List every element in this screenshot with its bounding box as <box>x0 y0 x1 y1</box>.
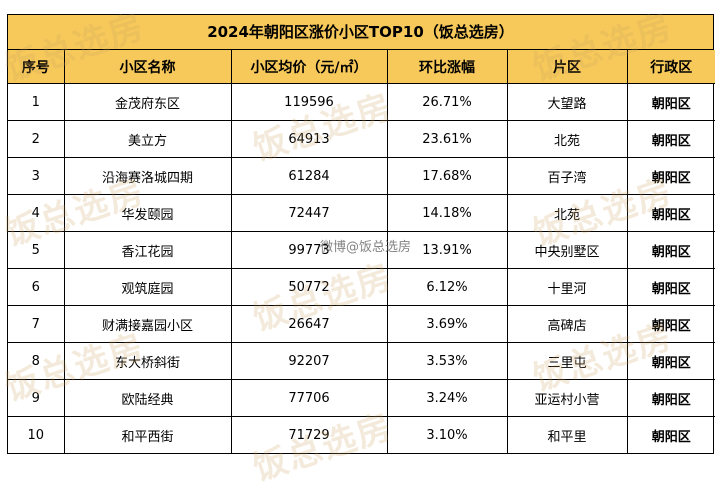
table-title: 2024年朝阳区涨价小区TOP10（饭总选房） <box>8 15 713 50</box>
cell-area: 百子湾 <box>506 157 628 195</box>
table-row: 7 财满接嘉园小区 26647 3.69% 高碑店 朝阳区 <box>8 305 715 343</box>
column-header-name: 小区名称 <box>63 50 232 84</box>
cell-district: 朝阳区 <box>626 342 715 380</box>
cell-name: 欧陆经典 <box>63 379 232 417</box>
cell-change: 23.61% <box>386 120 508 158</box>
table-row: 3 沿海赛洛城四期 61284 17.68% 百子湾 朝阳区 <box>8 157 715 195</box>
cell-area: 北苑 <box>506 120 628 158</box>
cell-name: 金茂府东区 <box>63 83 232 121</box>
cell-price: 61284 <box>230 157 388 195</box>
cell-price: 92207 <box>230 342 388 380</box>
cell-change: 6.12% <box>386 268 508 306</box>
table-row: 8 东大桥斜街 92207 3.53% 三里屯 朝阳区 <box>8 342 715 380</box>
table-row: 9 欧陆经典 77706 3.24% 亚运村小营 朝阳区 <box>8 379 715 417</box>
cell-name: 观筑庭园 <box>63 268 232 306</box>
cell-district: 朝阳区 <box>626 157 715 195</box>
cell-district: 朝阳区 <box>626 231 715 269</box>
cell-name: 财满接嘉园小区 <box>63 305 232 343</box>
column-header-price: 小区均价（元/㎡） <box>230 50 388 84</box>
column-header-district: 行政区 <box>626 50 715 84</box>
cell-district: 朝阳区 <box>626 194 715 232</box>
cell-name: 华发颐园 <box>63 194 232 232</box>
cell-area: 亚运村小营 <box>506 379 628 417</box>
table-row: 1 金茂府东区 119596 26.71% 大望路 朝阳区 <box>8 83 715 121</box>
cell-name: 美立方 <box>63 120 232 158</box>
cell-area: 北苑 <box>506 194 628 232</box>
table-row: 6 观筑庭园 50772 6.12% 十里河 朝阳区 <box>8 268 715 306</box>
cell-no: 8 <box>8 342 65 380</box>
cell-no: 7 <box>8 305 65 343</box>
cell-district: 朝阳区 <box>626 83 715 121</box>
header-row: 序号 小区名称 小区均价（元/㎡） 环比涨幅 片区 行政区 <box>8 50 715 84</box>
cell-change: 3.69% <box>386 305 508 343</box>
cell-price: 50772 <box>230 268 388 306</box>
ranking-table-card: 2024年朝阳区涨价小区TOP10（饭总选房） 序号 小区名称 小区均价（元/㎡… <box>7 14 715 454</box>
cell-change: 14.18% <box>386 194 508 232</box>
cell-change: 3.24% <box>386 379 508 417</box>
cell-price: 72447 <box>230 194 388 232</box>
table-row: 10 和平西街 71729 3.10% 和平里 朝阳区 <box>8 416 715 453</box>
cell-district: 朝阳区 <box>626 416 715 453</box>
cell-change: 13.91% <box>386 231 508 269</box>
cell-area: 三里屯 <box>506 342 628 380</box>
cell-district: 朝阳区 <box>626 120 715 158</box>
cell-no: 1 <box>8 83 65 121</box>
cell-area: 中央别墅区 <box>506 231 628 269</box>
cell-district: 朝阳区 <box>626 305 715 343</box>
table-row: 2 美立方 64913 23.61% 北苑 朝阳区 <box>8 120 715 158</box>
cell-no: 9 <box>8 379 65 417</box>
cell-change: 3.53% <box>386 342 508 380</box>
ranking-table: 序号 小区名称 小区均价（元/㎡） 环比涨幅 片区 行政区 1 金茂府东区 11… <box>8 50 715 453</box>
cell-no: 6 <box>8 268 65 306</box>
cell-name: 东大桥斜街 <box>63 342 232 380</box>
cell-area: 大望路 <box>506 83 628 121</box>
cell-area: 十里河 <box>506 268 628 306</box>
cell-no: 5 <box>8 231 65 269</box>
table-row: 5 香江花园 99773 13.91% 中央别墅区 朝阳区 <box>8 231 715 269</box>
cell-no: 10 <box>8 416 65 453</box>
cell-area: 高碑店 <box>506 305 628 343</box>
table-row: 4 华发颐园 72447 14.18% 北苑 朝阳区 <box>8 194 715 232</box>
cell-change: 3.10% <box>386 416 508 453</box>
cell-name: 和平西街 <box>63 416 232 453</box>
cell-no: 4 <box>8 194 65 232</box>
cell-change: 17.68% <box>386 157 508 195</box>
cell-price: 64913 <box>230 120 388 158</box>
cell-district: 朝阳区 <box>626 379 715 417</box>
cell-price: 99773 <box>230 231 388 269</box>
cell-price: 26647 <box>230 305 388 343</box>
cell-name: 沿海赛洛城四期 <box>63 157 232 195</box>
column-header-no: 序号 <box>8 50 65 84</box>
cell-area: 和平里 <box>506 416 628 453</box>
column-header-change: 环比涨幅 <box>386 50 508 84</box>
cell-no: 2 <box>8 120 65 158</box>
cell-name: 香江花园 <box>63 231 232 269</box>
cell-district: 朝阳区 <box>626 268 715 306</box>
cell-price: 77706 <box>230 379 388 417</box>
cell-price: 119596 <box>230 83 388 121</box>
column-header-area: 片区 <box>506 50 628 84</box>
cell-no: 3 <box>8 157 65 195</box>
cell-price: 71729 <box>230 416 388 453</box>
cell-change: 26.71% <box>386 83 508 121</box>
